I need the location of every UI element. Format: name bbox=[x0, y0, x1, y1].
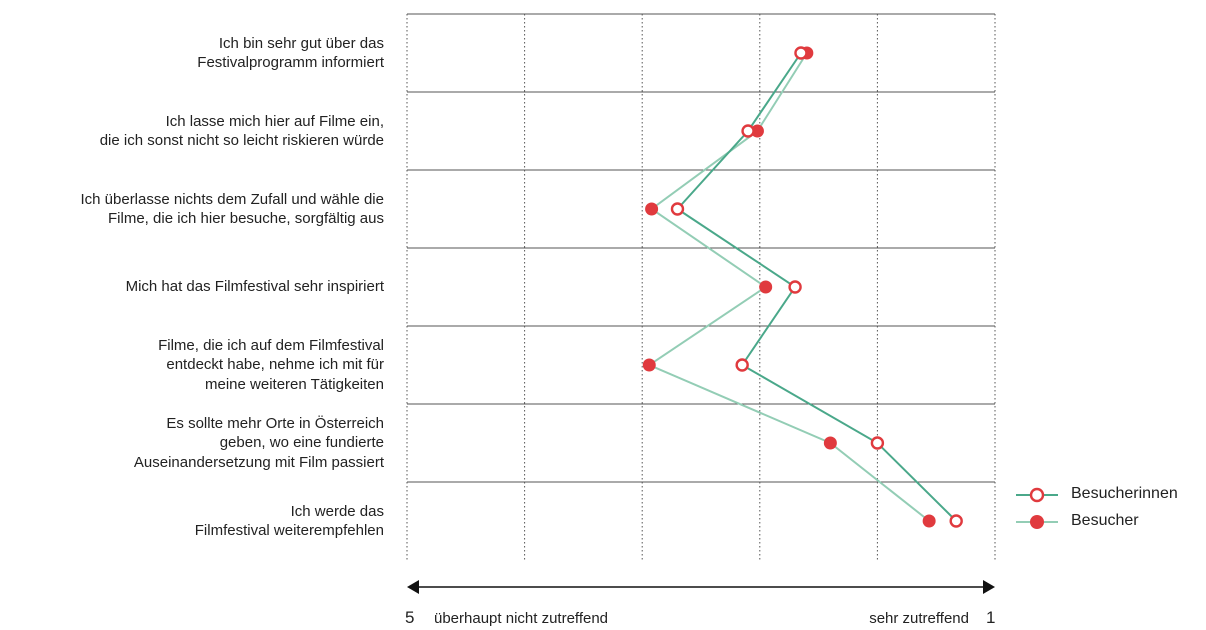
point-besucherinnen bbox=[741, 124, 755, 138]
filled-circle-icon bbox=[1016, 515, 1058, 529]
scale-right-text: sehr zutreffend bbox=[869, 610, 969, 627]
hollow-circle-icon bbox=[1016, 487, 1058, 503]
question-label: Filme, die ich auf dem Filmfestival entd… bbox=[158, 336, 384, 393]
point-besucherinnen bbox=[949, 514, 963, 528]
point-besucherinnen bbox=[735, 358, 749, 372]
scale-right-number: 1 bbox=[986, 608, 996, 627]
question-label: Mich hat das Filmfestival sehr inspirier… bbox=[125, 278, 384, 296]
question-label: Es sollte mehr Orte in Österreich geben,… bbox=[133, 414, 384, 471]
arrow-right-icon bbox=[983, 580, 995, 594]
point-besucherinnen bbox=[870, 436, 885, 450]
arrow-left-icon bbox=[407, 580, 419, 594]
point-besucher bbox=[922, 514, 936, 528]
point-besucher bbox=[759, 280, 773, 294]
point-besucher bbox=[750, 124, 764, 138]
question-label: Ich werde das Filmfestival weiterempfehl… bbox=[194, 502, 384, 540]
point-besucher bbox=[645, 202, 659, 216]
point-besucherinnen bbox=[794, 46, 808, 60]
scale-left-number: 5 bbox=[405, 608, 415, 627]
point-besucher bbox=[823, 436, 837, 450]
point-besucherinnen bbox=[670, 202, 685, 216]
scale-left-text: überhaupt nicht zutreffend bbox=[434, 610, 609, 627]
legend-label-besucher: Besucher bbox=[1071, 512, 1139, 529]
point-besucherinnen bbox=[788, 280, 802, 294]
question-label: Ich lasse mich hier auf Filme ein, die i… bbox=[99, 112, 384, 150]
series-line-besucherinnen bbox=[675, 52, 957, 522]
question-label: Ich überlasse nichts dem Zufall und wähl… bbox=[80, 190, 384, 228]
legend-label-besucherinnen: Besucherinnen bbox=[1071, 485, 1178, 502]
question-label: Ich bin sehr gut über das Festivalprogra… bbox=[197, 34, 384, 72]
point-besucher bbox=[642, 358, 656, 372]
